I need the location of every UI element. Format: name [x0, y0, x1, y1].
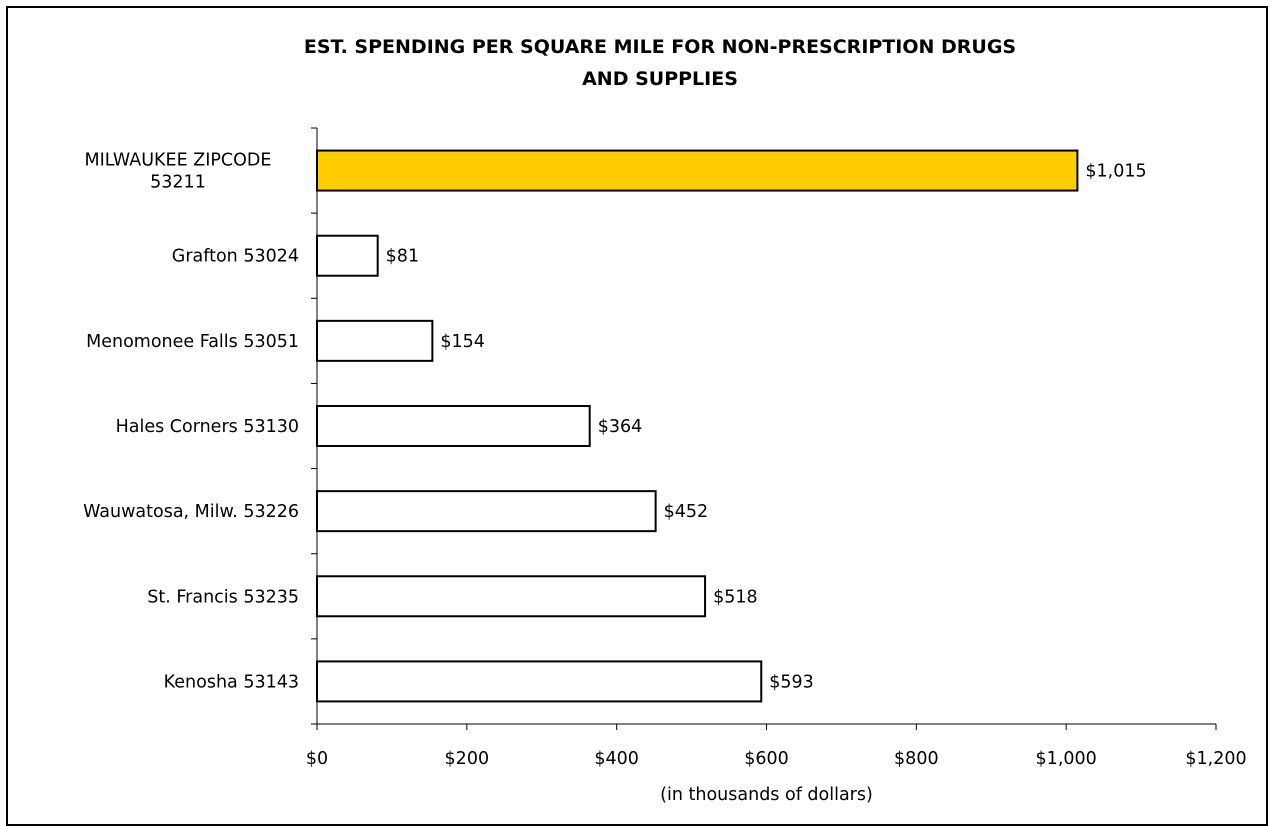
x-tick-label: $1,200: [1185, 749, 1246, 769]
category-label: Kenosha 53143: [164, 672, 299, 692]
bar: [316, 234, 379, 277]
category-label: MILWAUKEE ZIPCODE: [85, 151, 272, 171]
x-tick-label: $600: [744, 749, 789, 769]
bar: [316, 575, 707, 618]
data-label: $364: [598, 417, 643, 437]
category-label: 53211: [150, 173, 206, 193]
category-label: Grafton 53024: [172, 247, 299, 267]
x-tick-label: $400: [594, 749, 639, 769]
x-tick-label: $0: [306, 749, 328, 769]
bar: [316, 319, 434, 362]
category-label: Hales Corners 53130: [116, 417, 299, 437]
x-tick-label: $1,000: [1036, 749, 1097, 769]
x-tick-label: $200: [445, 749, 490, 769]
data-label: $593: [769, 672, 814, 692]
x-axis-label: (in thousands of dollars): [660, 785, 873, 805]
data-label: $452: [664, 502, 709, 522]
chart-title-line-1: EST. SPENDING PER SQUARE MILE FOR NON-PR…: [303, 36, 1017, 58]
bar: [316, 405, 591, 447]
data-label: $1,015: [1085, 162, 1146, 182]
x-tick-label: $800: [894, 749, 939, 769]
category-label: Wauwatosa, Milw. 53226: [83, 502, 299, 522]
bar: [316, 660, 763, 703]
data-label: $81: [386, 247, 419, 267]
category-label: Menomonee Falls 53051: [86, 332, 299, 352]
data-label: $154: [440, 332, 485, 352]
data-label: $518: [713, 587, 758, 607]
bar: [316, 149, 1079, 192]
bar: [316, 490, 657, 533]
chart-title-line-2: AND SUPPLIES: [582, 68, 738, 90]
category-label: St. Francis 53235: [147, 587, 299, 607]
